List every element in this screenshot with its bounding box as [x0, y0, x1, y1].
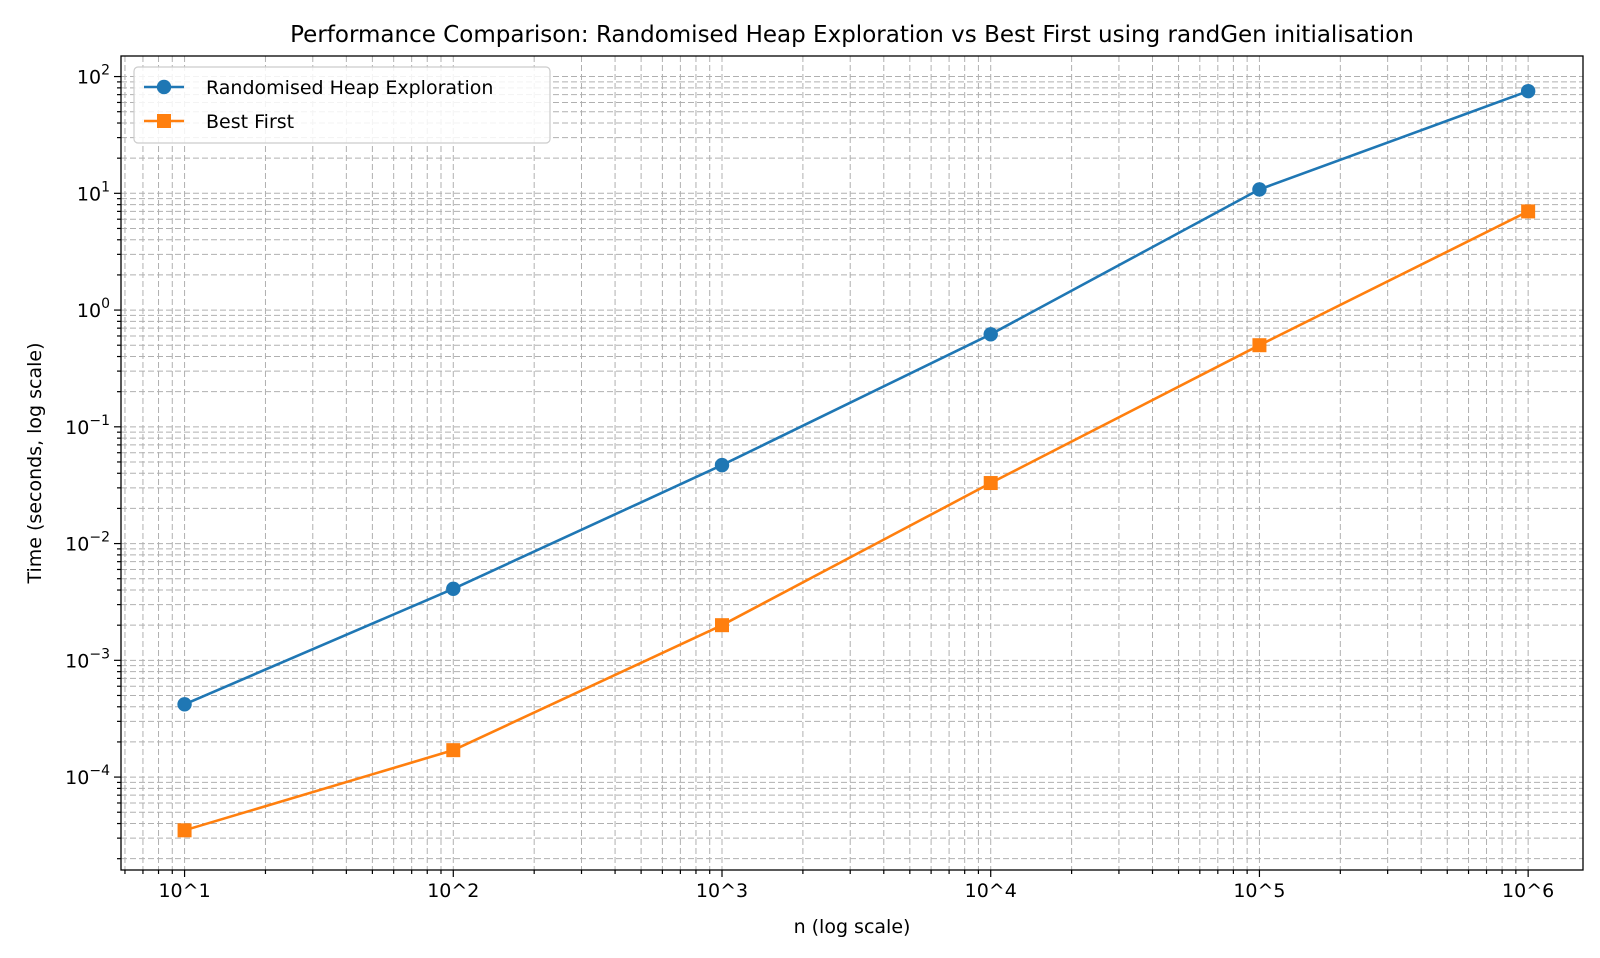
series-line — [184, 89, 1529, 706]
y-tick-label: 100 — [77, 296, 110, 322]
legend-marker — [156, 79, 172, 95]
x-tick-label: 10^4 — [965, 880, 1017, 902]
legend-box — [133, 66, 551, 144]
data-point — [1252, 182, 1267, 197]
series-layer — [177, 83, 1536, 838]
series-2 — [177, 204, 1536, 838]
data-point — [715, 618, 730, 633]
data-point — [446, 581, 461, 596]
data-point — [983, 327, 998, 342]
data-point — [983, 476, 998, 491]
legend-marker — [157, 114, 171, 128]
legend-label: Randomised Heap Exploration — [206, 77, 493, 99]
x-axis-title: n (log scale) — [794, 916, 911, 938]
y-tick-label: 10−3 — [65, 646, 110, 672]
data-point — [446, 743, 461, 758]
data-point — [177, 823, 192, 838]
x-tick-label: 10^3 — [696, 880, 748, 902]
y-tick-label: 10−1 — [65, 413, 110, 439]
legend-label: Best First — [206, 111, 294, 133]
data-point — [1521, 204, 1536, 219]
x-tick-label: 10^6 — [1502, 880, 1554, 902]
legend: Randomised Heap Exploration Best First — [133, 66, 551, 144]
data-point — [714, 457, 730, 473]
data-point — [1520, 83, 1536, 99]
series-line — [184, 210, 1529, 832]
legend-item: Best First — [144, 111, 294, 133]
x-tick-label: 10^2 — [427, 880, 479, 902]
chart-title: Performance Comparison: Randomised Heap … — [290, 22, 1414, 48]
x-tick-label: 10^1 — [158, 880, 210, 902]
y-axis-title: Time (seconds, log scale) — [24, 342, 46, 584]
y-tick-label: 102 — [77, 63, 110, 89]
data-point — [1252, 338, 1267, 353]
legend-item: Randomised Heap Exploration — [144, 77, 493, 99]
plot-frame — [120, 55, 1584, 871]
series-1 — [177, 83, 1536, 712]
data-point — [177, 697, 192, 712]
y-tick-label: 10−4 — [65, 763, 110, 789]
ticks: 10^1 10^2 10^3 10^4 10^5 10^6 10−4 10−3 10−2 10−1… — [65, 63, 1554, 902]
y-tick-label: 10−2 — [65, 530, 110, 556]
y-tick-label: 101 — [77, 179, 110, 205]
grid — [121, 56, 1583, 870]
x-tick-label: 10^5 — [1233, 880, 1285, 902]
